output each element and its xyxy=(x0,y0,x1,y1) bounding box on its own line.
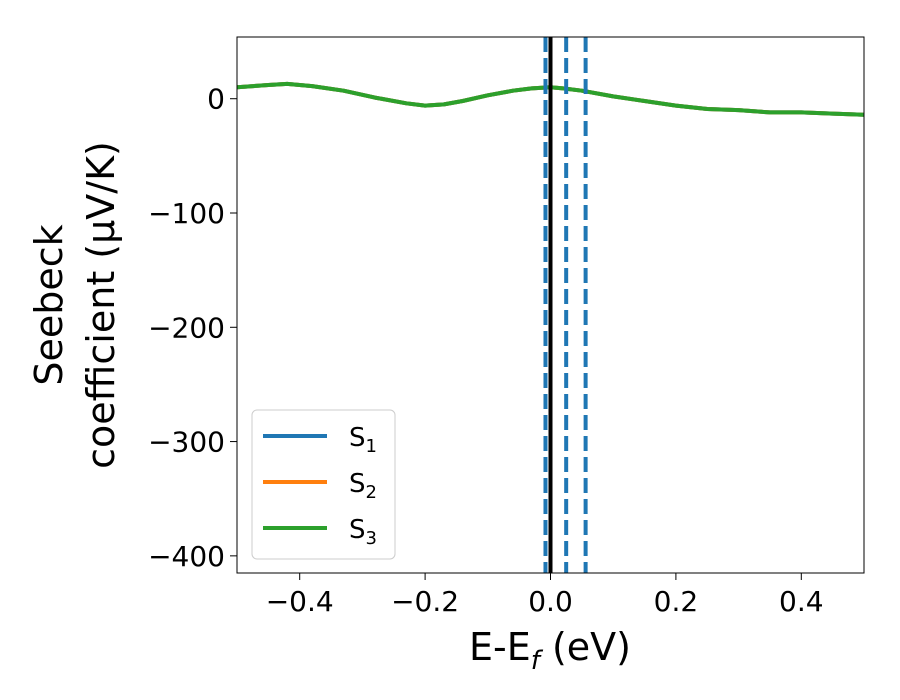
legend-label-2: S2 xyxy=(349,469,377,503)
y-tick-label: −200 xyxy=(148,311,225,344)
plot-content xyxy=(237,37,864,573)
x-tick-label: −0.4 xyxy=(266,585,334,618)
x-tick-label: 0.2 xyxy=(654,585,699,618)
y-axis-label: Seebeck coefficient (μV/K) xyxy=(27,141,123,469)
legend-entries: S1 S2 S3 xyxy=(263,423,377,549)
plot-area xyxy=(237,37,864,573)
y-tick-label: −100 xyxy=(148,197,225,230)
series-line-3 xyxy=(237,81,864,117)
legend-box xyxy=(251,409,396,560)
legend-label-3: S3 xyxy=(349,515,377,549)
legend-label-1: S1 xyxy=(349,423,377,457)
legend: S1 S2 S3 xyxy=(251,409,396,560)
x-tick-label: 0.4 xyxy=(779,585,824,618)
x-tick-label: −0.2 xyxy=(391,585,459,618)
y-axis-label-line2: coefficient (μV/K) xyxy=(79,141,123,469)
y-axis-label-line1: Seebeck xyxy=(27,224,71,385)
x-tick-label: 0.0 xyxy=(528,585,573,618)
y-tick-label: 0 xyxy=(207,83,225,116)
y-tick-label: −300 xyxy=(148,426,225,459)
y-tick-label: −400 xyxy=(148,540,225,573)
x-axis-label: E-Ef (eV) xyxy=(469,625,631,676)
y-axis-ticks: 0 −100 −200 −300 −400 xyxy=(148,83,237,573)
x-axis-ticks: −0.4 −0.2 0.0 0.2 0.4 xyxy=(266,573,824,618)
